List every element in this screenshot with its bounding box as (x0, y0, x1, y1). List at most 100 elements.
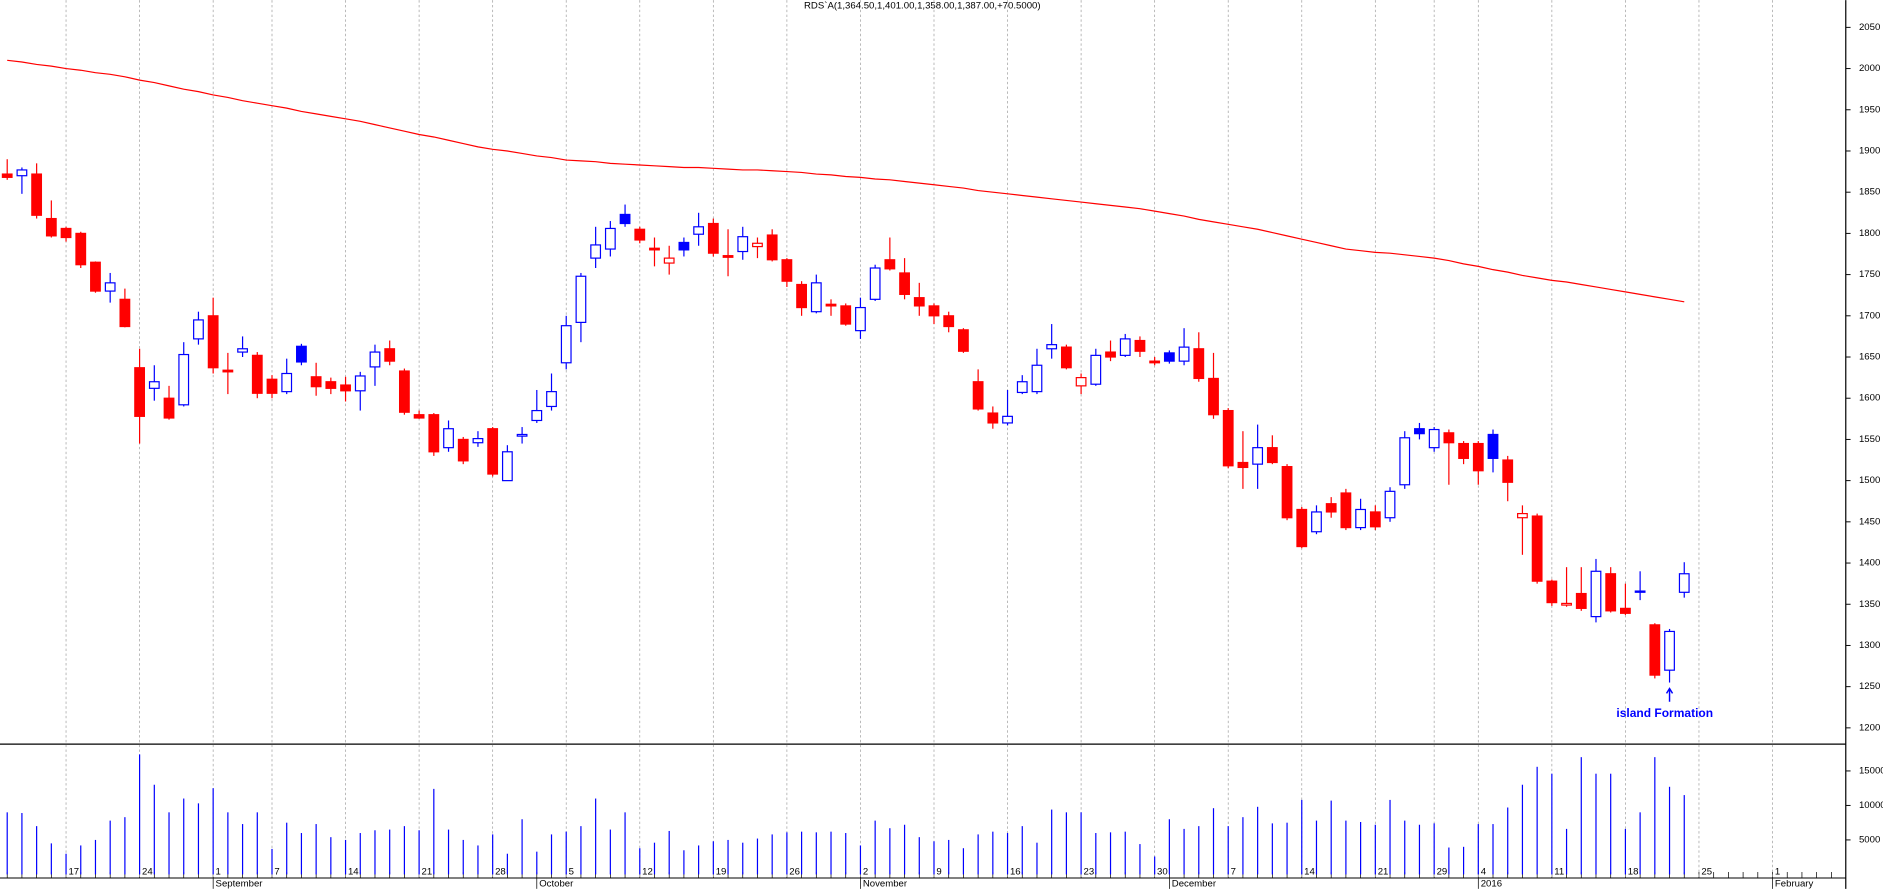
candle-body (722, 255, 734, 258)
candle-body (752, 242, 763, 248)
candle-body (1590, 570, 1602, 618)
x-tick-label: 4 (1481, 867, 1487, 878)
candle-body (1664, 630, 1675, 671)
candle-body (1296, 508, 1308, 548)
candle-body (634, 228, 646, 241)
x-tick-label: 1 (216, 867, 221, 878)
candle-body (707, 222, 719, 254)
candle-body (325, 381, 337, 389)
y-tick-label: 1750 (1859, 269, 1880, 280)
x-tick-label: 26 (789, 867, 800, 878)
y-tick-label: 1900 (1859, 146, 1880, 157)
candle-body (663, 257, 675, 264)
candle-body (825, 303, 837, 307)
candle-body (1311, 511, 1322, 533)
candle-body (266, 378, 278, 394)
candle-body (178, 353, 190, 406)
y-tick-label: 1950 (1859, 104, 1880, 115)
x-tick-label: 21 (422, 867, 433, 878)
candle-body (413, 414, 425, 419)
candle-body (369, 351, 381, 368)
month-label: 2016 (1481, 879, 1502, 889)
candle-body (649, 247, 660, 251)
volume-tick-label: 5000 (1859, 834, 1880, 845)
y-tick-label: 1200 (1859, 722, 1880, 733)
candle-body (810, 282, 822, 313)
candle-body (987, 412, 999, 424)
candle-body (1002, 415, 1013, 424)
candle-body (472, 437, 484, 444)
y-tick-label: 1600 (1859, 393, 1880, 404)
month-label: December (1172, 879, 1217, 889)
candle-body (958, 329, 969, 352)
candle-body (1105, 351, 1116, 358)
y-tick-label: 2000 (1859, 63, 1880, 74)
candle-body (1443, 432, 1455, 444)
candle-body (840, 305, 852, 325)
x-tick-label: 30 (1157, 867, 1168, 878)
candle-body (1134, 339, 1146, 352)
candle-body (943, 315, 955, 328)
y-tick-label: 1500 (1859, 475, 1880, 486)
month-label: November (863, 879, 908, 889)
candle-body (134, 367, 146, 417)
candle-body (501, 451, 513, 482)
y-tick-label: 1550 (1859, 434, 1880, 445)
candle-body (1325, 503, 1337, 513)
candle-body (516, 433, 528, 437)
annotation-arrow (1665, 687, 1674, 702)
candle-body (619, 213, 631, 225)
candle-body (678, 241, 690, 251)
candle-body (1178, 346, 1190, 362)
candle-body (899, 272, 910, 295)
candle-body (1369, 511, 1381, 528)
candle-body (45, 217, 57, 237)
x-tick-label: 24 (142, 867, 153, 878)
candle-body (796, 283, 808, 309)
x-tick-label: 12 (642, 867, 653, 878)
candle-body (737, 236, 749, 253)
candle-body (1531, 515, 1543, 582)
x-tick-label: 7 (274, 867, 279, 878)
x-tick-label: 2 (863, 867, 868, 878)
candle-body (531, 409, 543, 422)
candle-body (604, 227, 616, 250)
candle-body (1620, 607, 1631, 614)
candle-body (1414, 428, 1425, 435)
candle-body (1487, 433, 1499, 459)
candle-body (354, 375, 366, 392)
candle-body (693, 226, 705, 235)
candle-body (1399, 437, 1411, 486)
candle-body (104, 282, 116, 292)
annotation: island Formation (1616, 706, 1713, 720)
candle-body (163, 397, 175, 419)
candle-body (1060, 346, 1072, 369)
candle-body (296, 345, 307, 363)
y-tick-label: 1300 (1859, 640, 1880, 651)
candle-body (487, 428, 499, 475)
candle-body (251, 354, 263, 394)
moving-average (7, 59, 1685, 303)
x-tick-label: 23 (1084, 867, 1095, 878)
y-tick-label: 1450 (1859, 516, 1880, 527)
y-tick-label: 1800 (1859, 228, 1880, 239)
candle-body (1281, 466, 1293, 519)
candle-body (90, 261, 101, 292)
volume-tick-label: 15000 (1859, 765, 1883, 776)
candle-body (1634, 590, 1646, 593)
x-tick-label: 7 (1231, 867, 1236, 878)
y-tick-label: 1250 (1859, 681, 1880, 692)
y-tick-label: 1850 (1859, 187, 1880, 198)
candle-body (884, 259, 896, 270)
candle-body (1546, 580, 1558, 604)
candle-body (1163, 352, 1175, 362)
candle-body (1428, 428, 1440, 449)
x-tick-label: 28 (495, 867, 506, 878)
candle-body (193, 319, 204, 340)
candle-body (869, 267, 881, 300)
candle-body (766, 234, 778, 261)
candle-body (75, 232, 87, 266)
x-tick-label: 1 (1775, 867, 1780, 878)
x-tick-label: 14 (1304, 867, 1315, 878)
